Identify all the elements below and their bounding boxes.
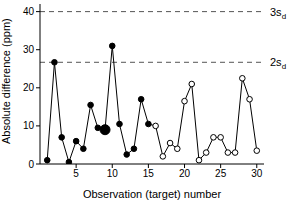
svg-text:20: 20	[179, 168, 191, 179]
svg-text:40: 40	[23, 6, 35, 17]
svg-text:2sd: 2sd	[270, 56, 286, 71]
svg-text:5: 5	[73, 168, 79, 179]
svg-text:20: 20	[23, 82, 35, 93]
svg-text:30: 30	[251, 168, 263, 179]
svg-text:10: 10	[107, 168, 119, 179]
svg-text:15: 15	[143, 168, 155, 179]
svg-text:3sd: 3sd	[270, 6, 286, 21]
svg-text:25: 25	[215, 168, 227, 179]
svg-text:Absolute difference (ppm): Absolute difference (ppm)	[8, 18, 12, 144]
svg-text:0: 0	[28, 159, 34, 170]
svg-text:Observation (target) number: Observation (target) number	[83, 188, 222, 200]
svg-text:30: 30	[23, 44, 35, 55]
svg-text:10: 10	[23, 120, 35, 131]
